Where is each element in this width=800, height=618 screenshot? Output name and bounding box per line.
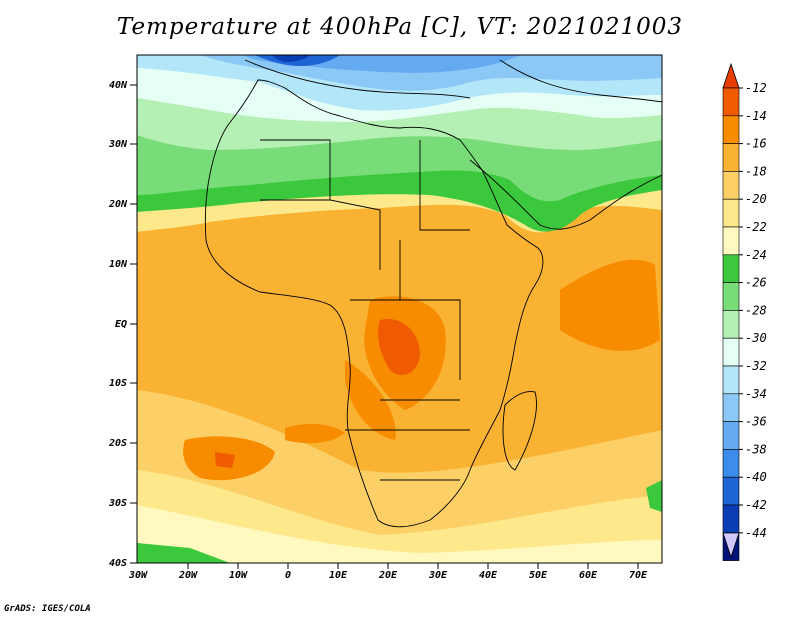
field-atlantic-hot-2 bbox=[285, 423, 345, 444]
lat-label: 10S bbox=[109, 378, 127, 389]
lat-axis: 40N 30N 20N 10N EQ 10S 20S 30S 40S bbox=[108, 80, 137, 569]
colorbar-labels: -12 -14 -16 -18 -20 -22 -24 -26 -28 -30 -32 -34 -36 -… bbox=[739, 81, 767, 540]
map-frame bbox=[136, 54, 663, 564]
colorbar-swatch bbox=[722, 115, 740, 144]
asia-coastline bbox=[499, 59, 662, 103]
colorbar-label: -36 bbox=[745, 415, 767, 429]
africa-coastline bbox=[204, 79, 544, 528]
lat-label: 30S bbox=[108, 498, 127, 509]
lon-label: 30E bbox=[428, 570, 448, 581]
colorbar-label: -12 bbox=[745, 81, 767, 95]
lon-label: 10E bbox=[329, 570, 348, 581]
lon-label: 50E bbox=[529, 570, 548, 581]
field-south-green bbox=[137, 543, 230, 563]
colorbar-under-triangle bbox=[722, 532, 740, 559]
colorbar-label: -24 bbox=[745, 248, 767, 262]
colorbar-label: -18 bbox=[745, 164, 767, 178]
colorbar-label: -26 bbox=[745, 276, 767, 290]
field-indian-hot bbox=[560, 259, 660, 351]
lat-label: 40S bbox=[109, 558, 127, 569]
coastlines bbox=[204, 59, 662, 528]
field-se-green bbox=[646, 480, 662, 512]
temperature-field bbox=[137, 55, 662, 563]
lon-label: 30W bbox=[128, 570, 148, 581]
colorbar-label: -34 bbox=[745, 387, 767, 401]
field-congo-hotter bbox=[378, 319, 420, 375]
lat-label: 40N bbox=[109, 80, 128, 91]
arabia-coastline bbox=[469, 159, 662, 230]
colorbar-swatch bbox=[722, 143, 740, 172]
mediterranean-coastline bbox=[244, 59, 471, 99]
lon-label: 60E bbox=[579, 570, 598, 581]
lat-label: 10N bbox=[109, 259, 128, 270]
colorbar-swatch bbox=[722, 449, 740, 478]
colorbar-label: -42 bbox=[745, 498, 767, 512]
colorbar-label: -30 bbox=[745, 331, 767, 345]
lon-label: 10W bbox=[229, 570, 248, 581]
colorbar-label: -40 bbox=[745, 470, 767, 484]
colorbar-swatch bbox=[722, 393, 740, 422]
colorbar-swatch bbox=[722, 310, 740, 339]
colorbar-swatch bbox=[722, 226, 740, 256]
colorbar-swatch bbox=[722, 421, 740, 450]
field-south-palest bbox=[137, 505, 662, 563]
lat-label: 20S bbox=[108, 438, 127, 449]
field-north-darkerblue bbox=[272, 55, 310, 62]
colorbar-label: -38 bbox=[745, 442, 767, 456]
colorbar-label: -14 bbox=[745, 109, 767, 123]
madagascar-coastline bbox=[502, 391, 537, 471]
colorbar: -12 -14 -16 -18 -20 -22 -24 -26 -28 -30 -32 -34 -36 -… bbox=[722, 62, 767, 561]
colorbar-label: -22 bbox=[745, 220, 767, 234]
colorbar-swatch bbox=[722, 504, 740, 534]
lat-label: EQ bbox=[115, 319, 127, 330]
colorbar-swatch bbox=[722, 171, 740, 200]
field-angola-hot bbox=[345, 360, 396, 440]
lon-label: 20E bbox=[378, 570, 398, 581]
colorbar-label: -16 bbox=[745, 137, 767, 151]
colorbar-swatch bbox=[722, 365, 740, 395]
colorbar-swatch bbox=[722, 87, 740, 117]
credit-text: GrADS: IGES/COLA bbox=[4, 604, 91, 614]
colorbar-label: -32 bbox=[745, 359, 767, 373]
colorbar-swatch bbox=[722, 282, 740, 311]
colorbar-swatch bbox=[722, 254, 740, 283]
country-borders bbox=[260, 139, 470, 481]
map-title: Temperature at 400hPa [C], VT: 202102100… bbox=[116, 14, 684, 40]
colorbar-label: -20 bbox=[745, 192, 767, 206]
lon-label: 40E bbox=[479, 570, 498, 581]
colorbar-over-triangle bbox=[722, 62, 740, 89]
colorbar-label: -28 bbox=[745, 303, 767, 317]
colorbar-label: -44 bbox=[745, 526, 767, 540]
lon-label: 0 bbox=[285, 570, 291, 581]
lon-axis: 30W 20W 10W 0 10E 20E 30E 40E 50E 60E 70… bbox=[128, 563, 648, 581]
field-atlantic-hotter bbox=[215, 452, 235, 468]
colorbar-swatch bbox=[722, 337, 740, 367]
colorbar-swatch bbox=[722, 198, 740, 228]
lon-label: 20W bbox=[178, 570, 198, 581]
colorbar-swatches bbox=[722, 87, 740, 561]
lon-label: 70E bbox=[629, 570, 648, 581]
lat-label: 30N bbox=[108, 139, 128, 150]
colorbar-swatch bbox=[722, 476, 740, 506]
lat-label: 20N bbox=[108, 199, 128, 210]
